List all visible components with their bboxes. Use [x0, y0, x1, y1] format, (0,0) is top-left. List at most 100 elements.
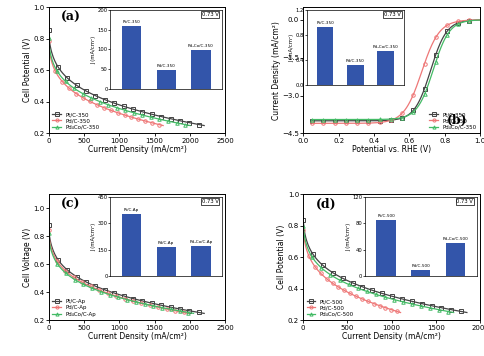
Pd/C-350	[309, 121, 315, 125]
Pt/C-350	[476, 18, 482, 22]
Pd₄Co/C-500	[306, 250, 312, 254]
Pd₄Co/C-Ap	[73, 278, 78, 282]
Pd₄Co/C-Ap	[190, 311, 196, 315]
X-axis label: Current Density (mA/cm²): Current Density (mA/cm²)	[342, 332, 440, 341]
Pd₄Co/C-500	[328, 273, 333, 277]
Pd₄Co/C-350	[187, 124, 193, 128]
Pd/C-Ap	[72, 276, 77, 280]
Pd/C-Ap	[173, 309, 179, 313]
Pd/C-350	[67, 87, 73, 91]
Pd₄Co/C-350	[408, 111, 414, 115]
Pd₄Co/C-Ap	[54, 262, 60, 266]
Pt/C-Ap	[75, 275, 80, 279]
Pd₄Co/C-350	[411, 108, 417, 112]
Text: (b): (b)	[446, 114, 467, 127]
Pt/C-500	[343, 278, 349, 282]
Pd₄Co/C-350	[175, 121, 181, 125]
Pd₄Co/C-Ap	[45, 231, 51, 235]
Pd₄Co/C-500	[437, 308, 443, 312]
Pd₄Co/C-500	[442, 309, 448, 313]
Pd₄Co/C-350	[309, 117, 315, 122]
Pd₄Co/C-500	[309, 255, 315, 260]
Pd/C-Ap	[83, 282, 89, 286]
Pd/C-350	[476, 18, 482, 22]
Pt/C-350	[450, 23, 456, 27]
Text: (d): (d)	[315, 198, 335, 211]
Pd₄Co/C-500	[300, 224, 305, 228]
Pt/C-Ap	[52, 252, 58, 256]
Pt/C-Ap	[193, 310, 199, 314]
Y-axis label: Cell Voltage (V): Cell Voltage (V)	[23, 227, 31, 287]
Pd/C-500	[300, 227, 305, 232]
Pt/C-350	[201, 124, 207, 128]
Line: Pd₄Co/C-350: Pd₄Co/C-350	[46, 36, 191, 127]
Pt/C-350	[52, 59, 58, 63]
Pd₄Co/C-350	[180, 122, 185, 126]
Y-axis label: Cell Potential (V): Cell Potential (V)	[277, 225, 286, 289]
Legend: Pt/C-Ap, Pd/C-Ap, Pd₄Co/C-Ap: Pt/C-Ap, Pd/C-Ap, Pd₄Co/C-Ap	[51, 298, 97, 318]
Pt/C-500	[300, 218, 305, 222]
Pd/C-500	[389, 308, 394, 312]
Pd/C-Ap	[178, 310, 184, 314]
X-axis label: Potential vs. RHE (V): Potential vs. RHE (V)	[351, 145, 430, 154]
Line: Pt/C-500: Pt/C-500	[301, 218, 468, 314]
Pd/C-500	[397, 310, 403, 315]
Pd/C-500	[303, 249, 309, 253]
Pt/C-Ap	[55, 257, 60, 262]
Line: Pd₄Co/C-500: Pd₄Co/C-500	[301, 224, 454, 314]
Pd₄Co/C-350	[308, 117, 314, 122]
Pt/C-Ap	[188, 309, 194, 313]
Line: Pt/C-Ap: Pt/C-Ap	[46, 223, 206, 315]
Pt/C-350	[309, 119, 315, 123]
Pt/C-350	[308, 119, 314, 123]
Pt/C-Ap	[201, 311, 207, 315]
Pd/C-350	[408, 96, 414, 101]
Pd₄Co/C-350	[83, 93, 89, 98]
Legend: Pt/C-500, Pd/C-500, Pd₄Co/C-500: Pt/C-500, Pd/C-500, Pd₄Co/C-500	[305, 298, 354, 318]
Legend: Pt/C-350, Pd/C-350, Pd₄Co/C-350: Pt/C-350, Pd/C-350, Pd₄Co/C-350	[51, 111, 100, 131]
Pt/C-Ap	[87, 282, 92, 286]
Pd/C-350	[160, 124, 166, 128]
Line: Pt/C-350: Pt/C-350	[310, 18, 481, 122]
Pd₄Co/C-350	[408, 111, 414, 115]
Pt/C-350	[188, 121, 194, 125]
Legend: Pt/C-350, Pd/C-350, Pd₄Co/C-350: Pt/C-350, Pd/C-350, Pd₄Co/C-350	[427, 111, 476, 131]
Pd₄Co/C-Ap	[183, 310, 189, 314]
Pd₄Co/C-350	[72, 87, 77, 91]
Pd/C-500	[305, 254, 311, 258]
Pd/C-350	[450, 20, 456, 25]
Pd₄Co/C-350	[476, 18, 482, 22]
Line: Pd₄Co/C-Ap: Pd₄Co/C-Ap	[46, 231, 195, 315]
Pd₄Co/C-500	[450, 310, 455, 315]
Pt/C-350	[193, 122, 199, 126]
Pd/C-500	[318, 272, 324, 276]
Pt/C-350	[461, 19, 467, 23]
Pd/C-350	[154, 122, 160, 126]
Pd/C-Ap	[51, 254, 57, 258]
Pt/C-350	[411, 106, 417, 110]
Line: Pd/C-Ap: Pd/C-Ap	[46, 228, 190, 315]
Line: Pd/C-350: Pd/C-350	[46, 39, 165, 127]
Pt/C-500	[455, 309, 461, 313]
Pd/C-Ap	[45, 228, 51, 232]
Pd₄Co/C-350	[54, 69, 60, 73]
Text: (a): (a)	[61, 11, 81, 24]
Y-axis label: Cell Potential (V): Cell Potential (V)	[23, 38, 31, 103]
Pt/C-350	[55, 64, 60, 69]
Pd₄Co/C-350	[45, 36, 51, 40]
Pd₄Co/C-350	[51, 63, 57, 68]
Text: (c): (c)	[61, 198, 80, 211]
Pd₄Co/C-350	[450, 25, 456, 29]
Pd/C-Ap	[185, 311, 191, 315]
Line: Pd/C-350: Pd/C-350	[310, 18, 481, 125]
Pt/C-500	[449, 308, 455, 312]
Pt/C-500	[306, 247, 312, 251]
Pd/C-350	[411, 88, 417, 93]
Pt/C-350	[408, 110, 414, 114]
Pt/C-350	[408, 109, 414, 114]
Pd/C-500	[326, 279, 332, 283]
Pd₄Co/C-Ap	[84, 284, 90, 288]
Pd/C-500	[392, 309, 398, 313]
X-axis label: Current Density (mA/cm²): Current Density (mA/cm²)	[87, 145, 186, 154]
Line: Pd₄Co/C-350: Pd₄Co/C-350	[310, 18, 481, 121]
